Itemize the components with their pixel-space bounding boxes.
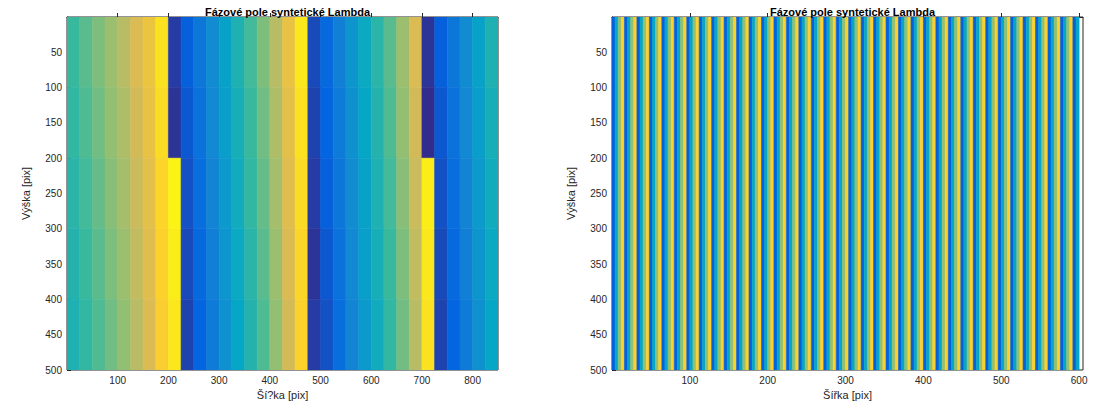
svg-text:300: 300: [837, 375, 854, 386]
svg-text:Výška [pix]: Výška [pix]: [565, 167, 577, 220]
svg-text:Ší?ka [pix]: Ší?ka [pix]: [257, 389, 308, 401]
svg-text:100: 100: [109, 375, 126, 386]
svg-text:150: 150: [45, 117, 62, 128]
svg-text:100: 100: [682, 375, 699, 386]
svg-text:350: 350: [45, 259, 62, 270]
svg-text:100: 100: [590, 82, 607, 93]
svg-text:800: 800: [464, 375, 481, 386]
svg-text:450: 450: [45, 329, 62, 340]
svg-text:300: 300: [45, 223, 62, 234]
svg-text:500: 500: [993, 375, 1010, 386]
svg-text:600: 600: [363, 375, 380, 386]
svg-text:Fázové pole syntetické Lambda: Fázové pole syntetické Lambda: [205, 6, 371, 18]
svg-text:400: 400: [915, 375, 932, 386]
svg-text:Fázové pole syntetické Lambda: Fázové pole syntetické Lambda: [770, 6, 936, 18]
svg-text:200: 200: [759, 375, 776, 386]
svg-text:Výška [pix]: Výška [pix]: [20, 167, 32, 220]
svg-text:200: 200: [590, 153, 607, 164]
svg-text:400: 400: [590, 294, 607, 305]
svg-text:100: 100: [45, 82, 62, 93]
svg-text:150: 150: [590, 117, 607, 128]
svg-text:300: 300: [211, 375, 228, 386]
svg-text:500: 500: [312, 375, 329, 386]
svg-text:500: 500: [590, 365, 607, 376]
svg-text:Šířka [pix]: Šířka [pix]: [823, 389, 872, 401]
svg-text:400: 400: [261, 375, 278, 386]
svg-text:50: 50: [51, 47, 63, 58]
svg-text:50: 50: [596, 47, 608, 58]
svg-text:300: 300: [590, 223, 607, 234]
svg-text:200: 200: [45, 153, 62, 164]
svg-text:500: 500: [45, 365, 62, 376]
svg-text:200: 200: [160, 375, 177, 386]
svg-text:700: 700: [414, 375, 431, 386]
svg-text:250: 250: [590, 188, 607, 199]
svg-text:600: 600: [1071, 375, 1088, 386]
svg-text:350: 350: [590, 259, 607, 270]
svg-text:400: 400: [45, 294, 62, 305]
svg-text:450: 450: [590, 329, 607, 340]
svg-text:250: 250: [45, 188, 62, 199]
